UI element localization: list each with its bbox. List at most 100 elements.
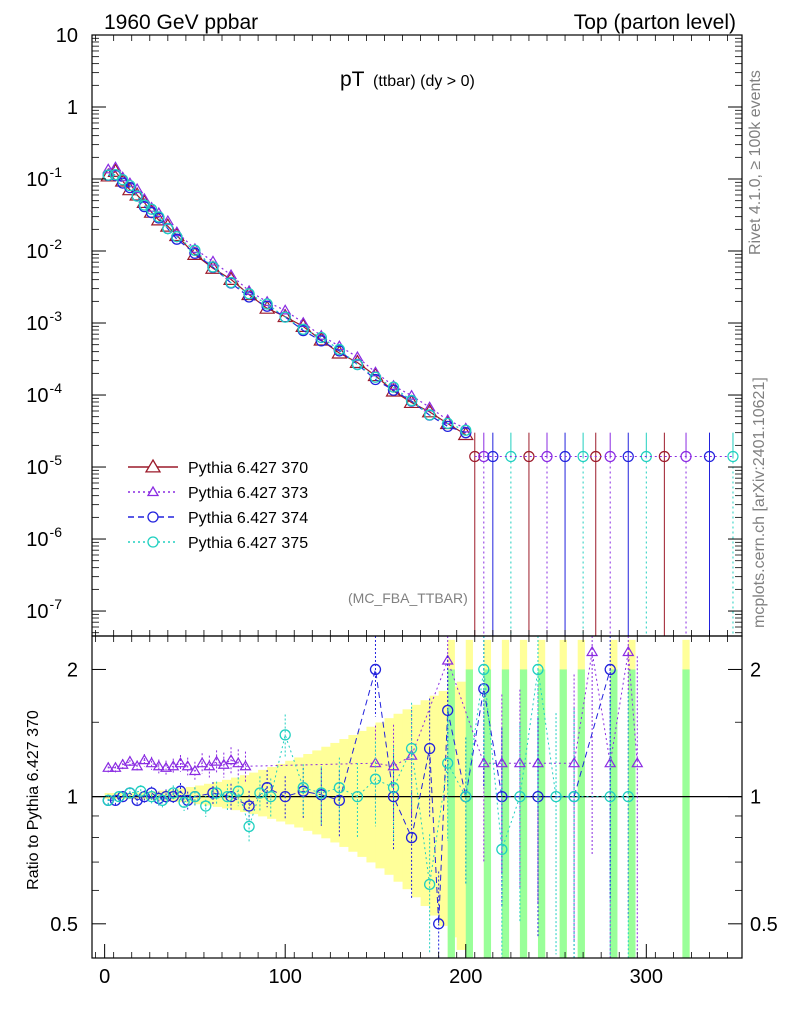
data-point-marker xyxy=(117,174,129,186)
series-curves xyxy=(100,161,739,636)
ratio-point xyxy=(433,918,445,930)
main-y-axis: 10 1 10-1 10-2 10-3 10-4 10-5 10-6 10-7 xyxy=(26,25,742,636)
ratio-point xyxy=(138,753,151,765)
band-yellow xyxy=(267,766,277,819)
ratio-point xyxy=(196,756,209,768)
ratio-point xyxy=(174,756,187,768)
ratio-tick-label-left: 1 xyxy=(67,787,78,809)
ratio-point xyxy=(550,790,562,803)
data-point-marker xyxy=(297,316,310,327)
main-panel: 10 1 10-1 10-2 10-3 10-4 10-5 10-6 10-7 pT (ttba… xyxy=(26,25,743,637)
ratio-point xyxy=(586,645,599,657)
ratio-point xyxy=(460,790,472,803)
legend-label: Pythia 6.427 370 xyxy=(188,460,308,477)
rivet-version-label: Rivet 4.1.0, ≥ 100k events xyxy=(747,70,764,255)
data-point-marker xyxy=(102,169,114,181)
plot-title-main: pT xyxy=(340,68,365,91)
data-point-marker xyxy=(351,358,364,371)
ratio-tick-label-right: 2 xyxy=(750,659,761,681)
legend-label: Pythia 6.427 374 xyxy=(188,510,308,527)
band-yellow xyxy=(240,775,250,813)
ratio-point xyxy=(369,773,382,785)
ratio-point xyxy=(369,663,382,676)
ratio-point xyxy=(131,760,144,771)
y-tick-label: 10-7 xyxy=(26,596,62,623)
header-right: Top (parton level) xyxy=(574,11,736,34)
ratio-panel: 0.5 0.5 1 1 2 2 0 100 200 300 Ratio to Pythia 6.… xyxy=(25,635,778,988)
ratio-tick-label-left: 2 xyxy=(67,659,78,681)
data-point-marker xyxy=(124,179,136,192)
legend-marker xyxy=(144,458,162,473)
ratio-point xyxy=(315,787,327,799)
ratio-point xyxy=(189,790,201,803)
ratio-point xyxy=(477,756,490,768)
data-point-marker xyxy=(460,424,472,436)
legend-marker xyxy=(147,536,159,548)
data-point-marker xyxy=(297,323,309,335)
band-green xyxy=(537,669,546,958)
ratio-point xyxy=(254,787,266,799)
data-point-marker xyxy=(243,288,255,300)
data-point-marker xyxy=(405,394,418,407)
y-tick-label: 10-5 xyxy=(26,452,62,479)
ratio-point xyxy=(513,756,526,768)
ratio-series-line xyxy=(108,669,629,885)
band-yellow xyxy=(456,681,467,950)
data-point-marker xyxy=(279,311,291,323)
data-point-marker xyxy=(351,350,364,362)
data-point-marker xyxy=(523,450,535,463)
data-point-marker xyxy=(703,450,716,463)
data-point-marker xyxy=(405,389,418,400)
band-yellow xyxy=(411,704,422,898)
x-tick-label: 300 xyxy=(630,966,663,988)
ratio-point xyxy=(532,663,544,676)
y-tick-exponent: -3 xyxy=(50,308,63,324)
data-point-marker xyxy=(261,298,273,310)
ratio-point xyxy=(181,760,194,771)
band-yellow xyxy=(285,760,295,825)
band-green xyxy=(501,669,510,958)
ratio-point xyxy=(160,790,172,803)
data-point-marker xyxy=(387,381,400,393)
data-point-marker xyxy=(459,422,472,433)
data-point-marker xyxy=(145,203,158,215)
ratio-point xyxy=(210,755,223,766)
data-point-marker xyxy=(207,261,219,273)
ratio-point xyxy=(102,761,115,772)
ratio-point xyxy=(297,782,309,794)
band-green xyxy=(610,669,618,958)
band-green xyxy=(483,669,492,958)
ratio-point xyxy=(113,790,125,803)
ratio-point xyxy=(405,831,418,844)
ratio-point xyxy=(631,756,644,768)
band-yellow xyxy=(429,695,440,916)
legend-marker xyxy=(146,485,160,497)
data-point-marker xyxy=(478,450,490,463)
ratio-series xyxy=(102,636,644,958)
data-point-marker xyxy=(369,371,382,383)
header-left: 1960 GeV ppbar xyxy=(104,11,258,34)
band-green xyxy=(447,669,455,958)
ratio-point xyxy=(387,760,400,771)
ratio-point xyxy=(568,756,581,768)
ratio-point xyxy=(178,796,190,808)
data-point-marker xyxy=(150,211,167,226)
band-green xyxy=(577,669,585,958)
ratio-point xyxy=(156,794,169,806)
band-yellow xyxy=(276,763,286,822)
band-yellow xyxy=(420,700,431,907)
data-point-marker xyxy=(403,394,420,409)
band-yellow xyxy=(167,789,178,802)
ratio-point xyxy=(145,756,158,768)
x-axis: 0 100 200 300 xyxy=(95,636,728,988)
band-yellow xyxy=(402,709,413,890)
y-tick-exponent: -2 xyxy=(50,236,63,252)
y-tick-label: 10-1 xyxy=(26,164,62,191)
ratio-point xyxy=(279,790,291,803)
data-point-marker xyxy=(487,450,499,463)
ratio-point xyxy=(239,760,252,771)
data-point-marker xyxy=(442,417,454,430)
data-point-marker xyxy=(171,231,183,243)
data-point-marker xyxy=(333,343,346,356)
